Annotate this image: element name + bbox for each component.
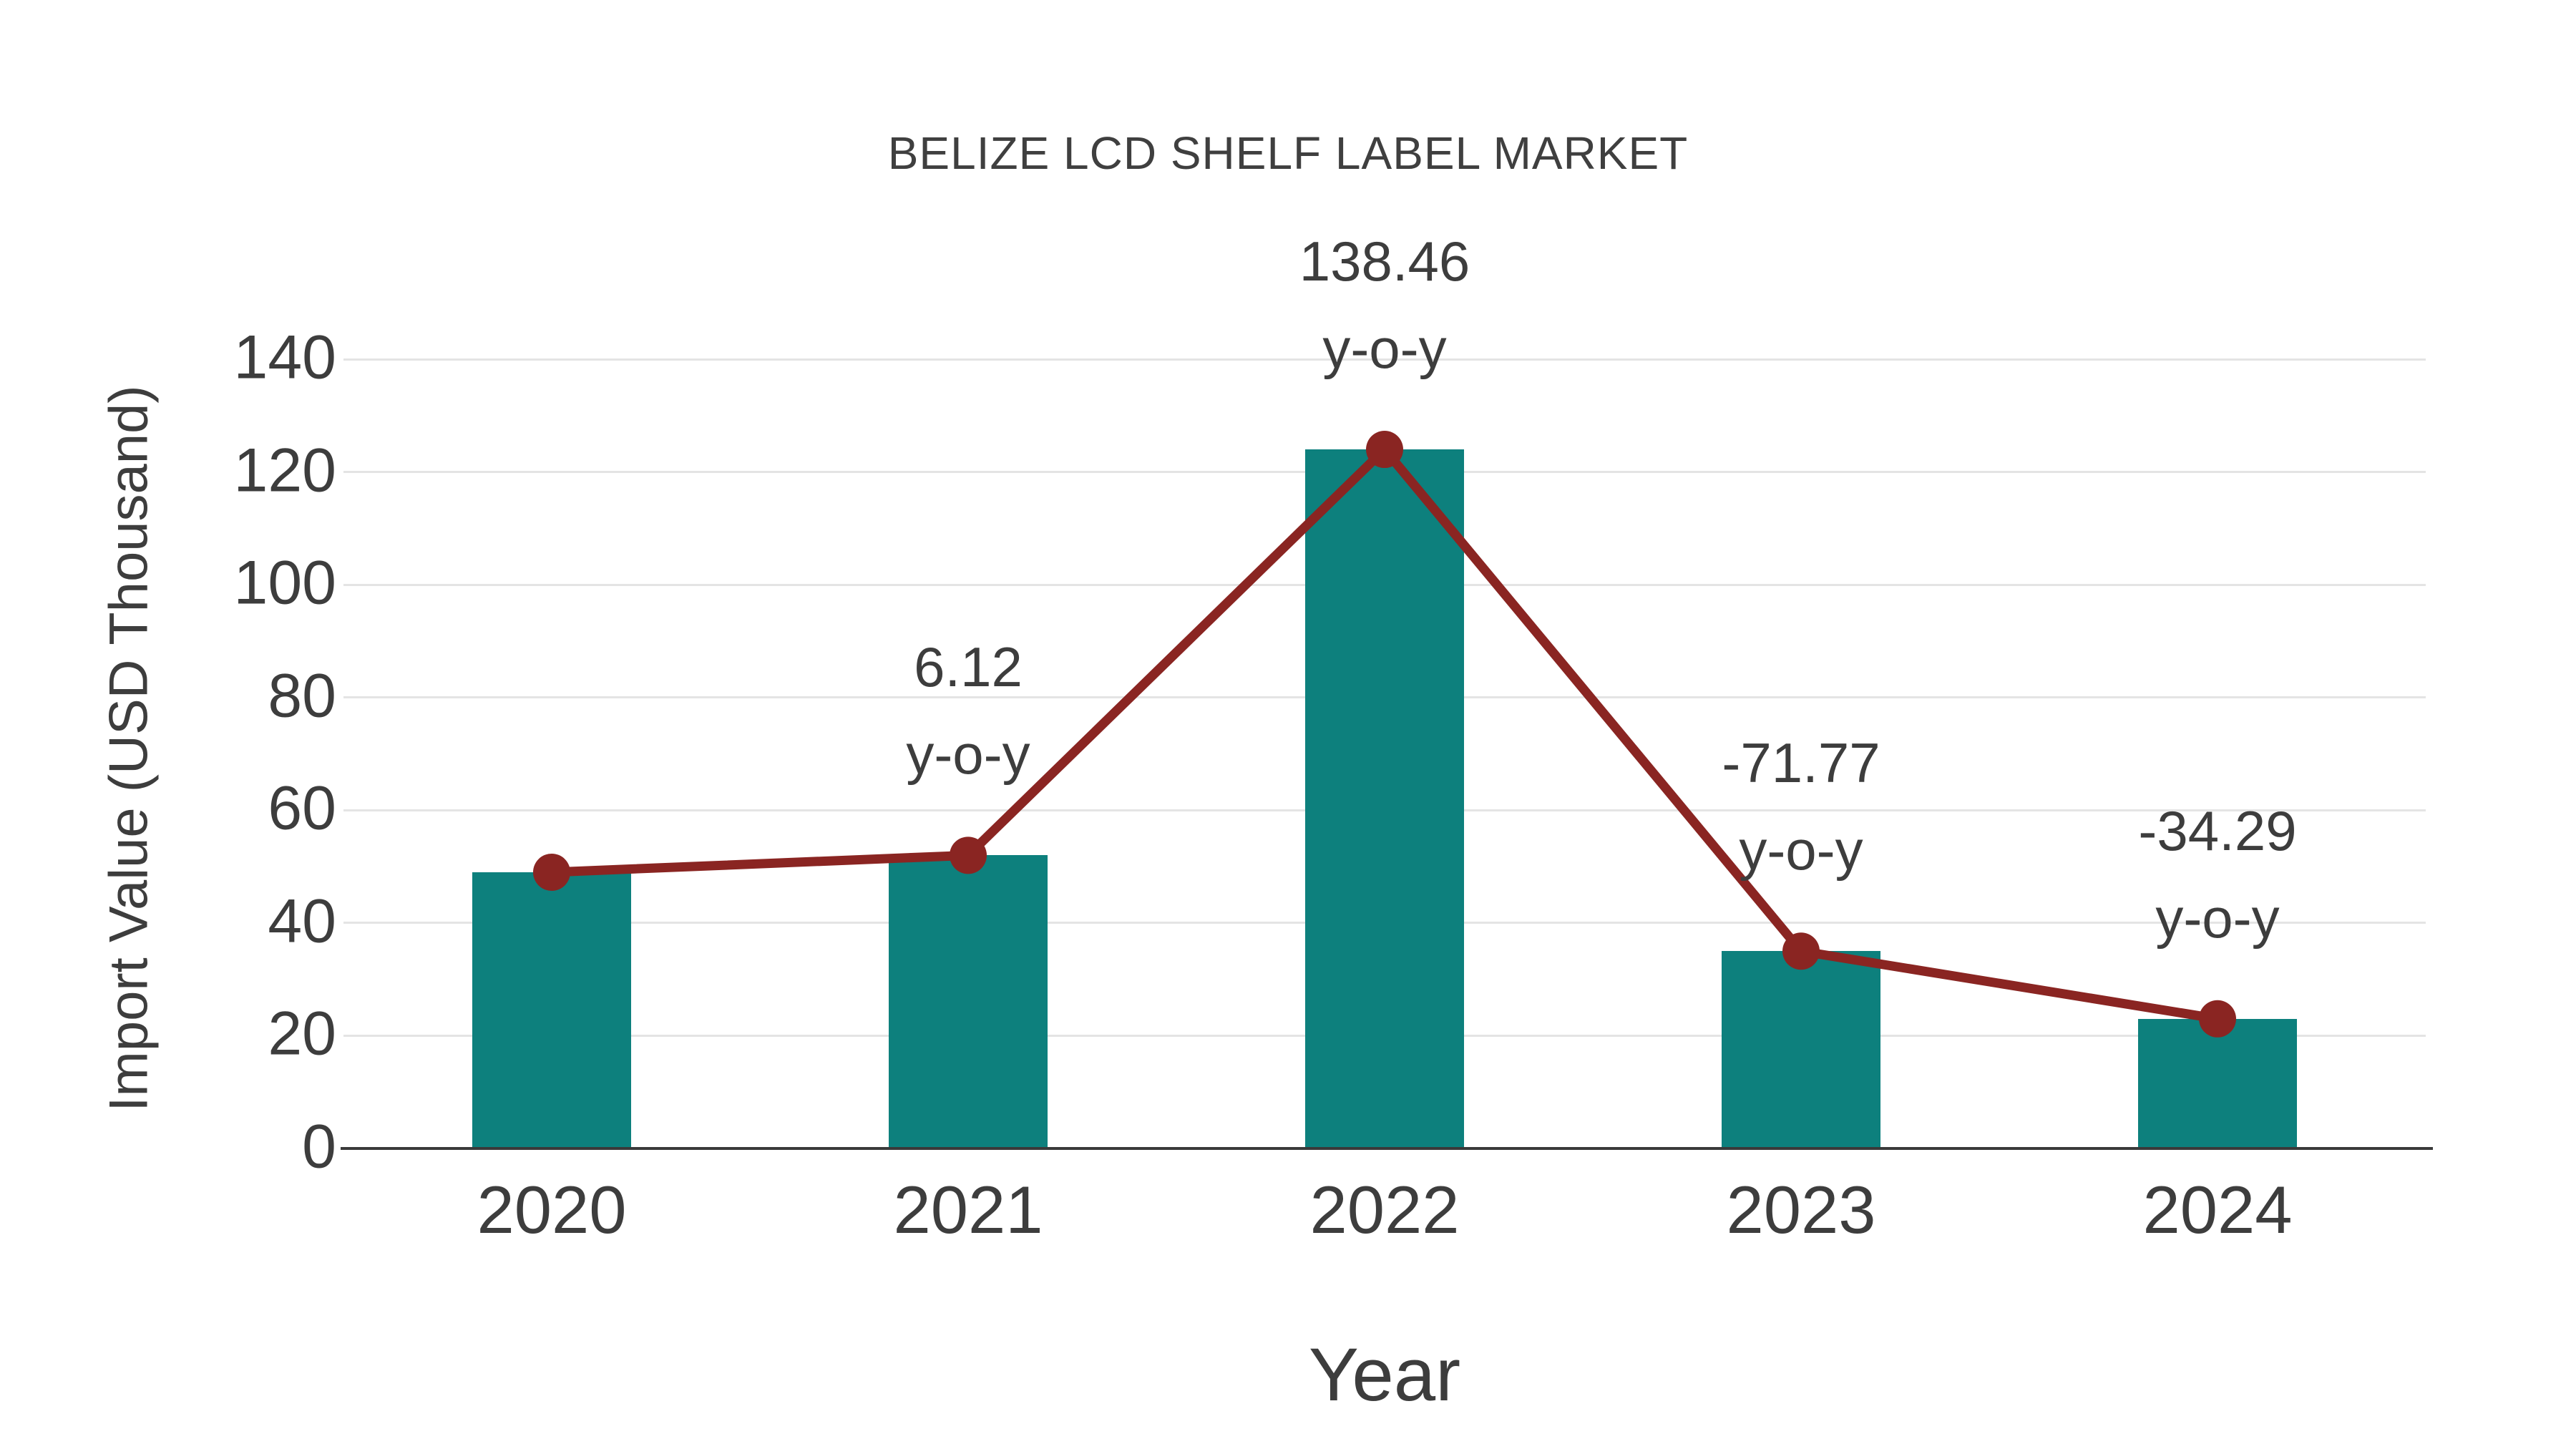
y-tick-label-80: 80 — [268, 661, 336, 731]
annotation-value: 6.12 — [914, 635, 1023, 699]
annotation-value: 138.46 — [1299, 230, 1470, 293]
line-marker-2020 — [533, 853, 570, 891]
y-tick-label-0: 0 — [302, 1112, 336, 1181]
line-marker-2022 — [1366, 431, 1403, 469]
line-marker-2023 — [1782, 932, 1820, 970]
x-tick-label-2022: 2022 — [1309, 1172, 1460, 1247]
chart-title: BELIZE LCD SHELF LABEL MARKET — [887, 127, 1689, 179]
bar-2023 — [1722, 951, 1880, 1148]
annotation-value: -34.29 — [2138, 799, 2297, 862]
annotation-2024: -34.29 y-o-y — [2138, 787, 2296, 962]
bar-2021 — [889, 855, 1048, 1148]
annotation-2021: 6.12 y-o-y — [906, 623, 1030, 798]
annotation-2022: 138.46 y-o-y — [1299, 218, 1470, 392]
annotation-label: y-o-y — [1739, 819, 1863, 882]
annotation-label: y-o-y — [2155, 886, 2280, 950]
bar-2024 — [2138, 1018, 2297, 1148]
x-tick-label-2021: 2021 — [893, 1172, 1043, 1247]
bar-2022 — [1305, 449, 1464, 1148]
annotation-value: -71.77 — [1722, 731, 1880, 795]
y-tick-label-60: 60 — [268, 774, 336, 843]
y-tick-label-120: 120 — [233, 436, 337, 505]
line-marker-2021 — [950, 836, 987, 874]
y-tick-label-40: 40 — [268, 887, 336, 956]
annotation-2023: -71.77 y-o-y — [1722, 719, 1880, 894]
y-tick-label-20: 20 — [268, 999, 336, 1068]
annotation-label: y-o-y — [1322, 317, 1447, 381]
x-tick-label-2023: 2023 — [1726, 1172, 1876, 1247]
annotation-label: y-o-y — [906, 723, 1030, 786]
y-tick-label-140: 140 — [233, 323, 337, 392]
x-tick-label-2024: 2024 — [2142, 1172, 2293, 1247]
trend-line — [551, 442, 2219, 1024]
bar-2020 — [472, 872, 631, 1148]
x-axis-line — [341, 1147, 2433, 1150]
x-axis-title: Year — [1308, 1333, 1461, 1417]
y-tick-label-100: 100 — [233, 548, 337, 618]
gridline-140 — [343, 358, 2426, 361]
line-marker-2024 — [2199, 1000, 2236, 1038]
x-tick-label-2020: 2020 — [477, 1172, 627, 1247]
